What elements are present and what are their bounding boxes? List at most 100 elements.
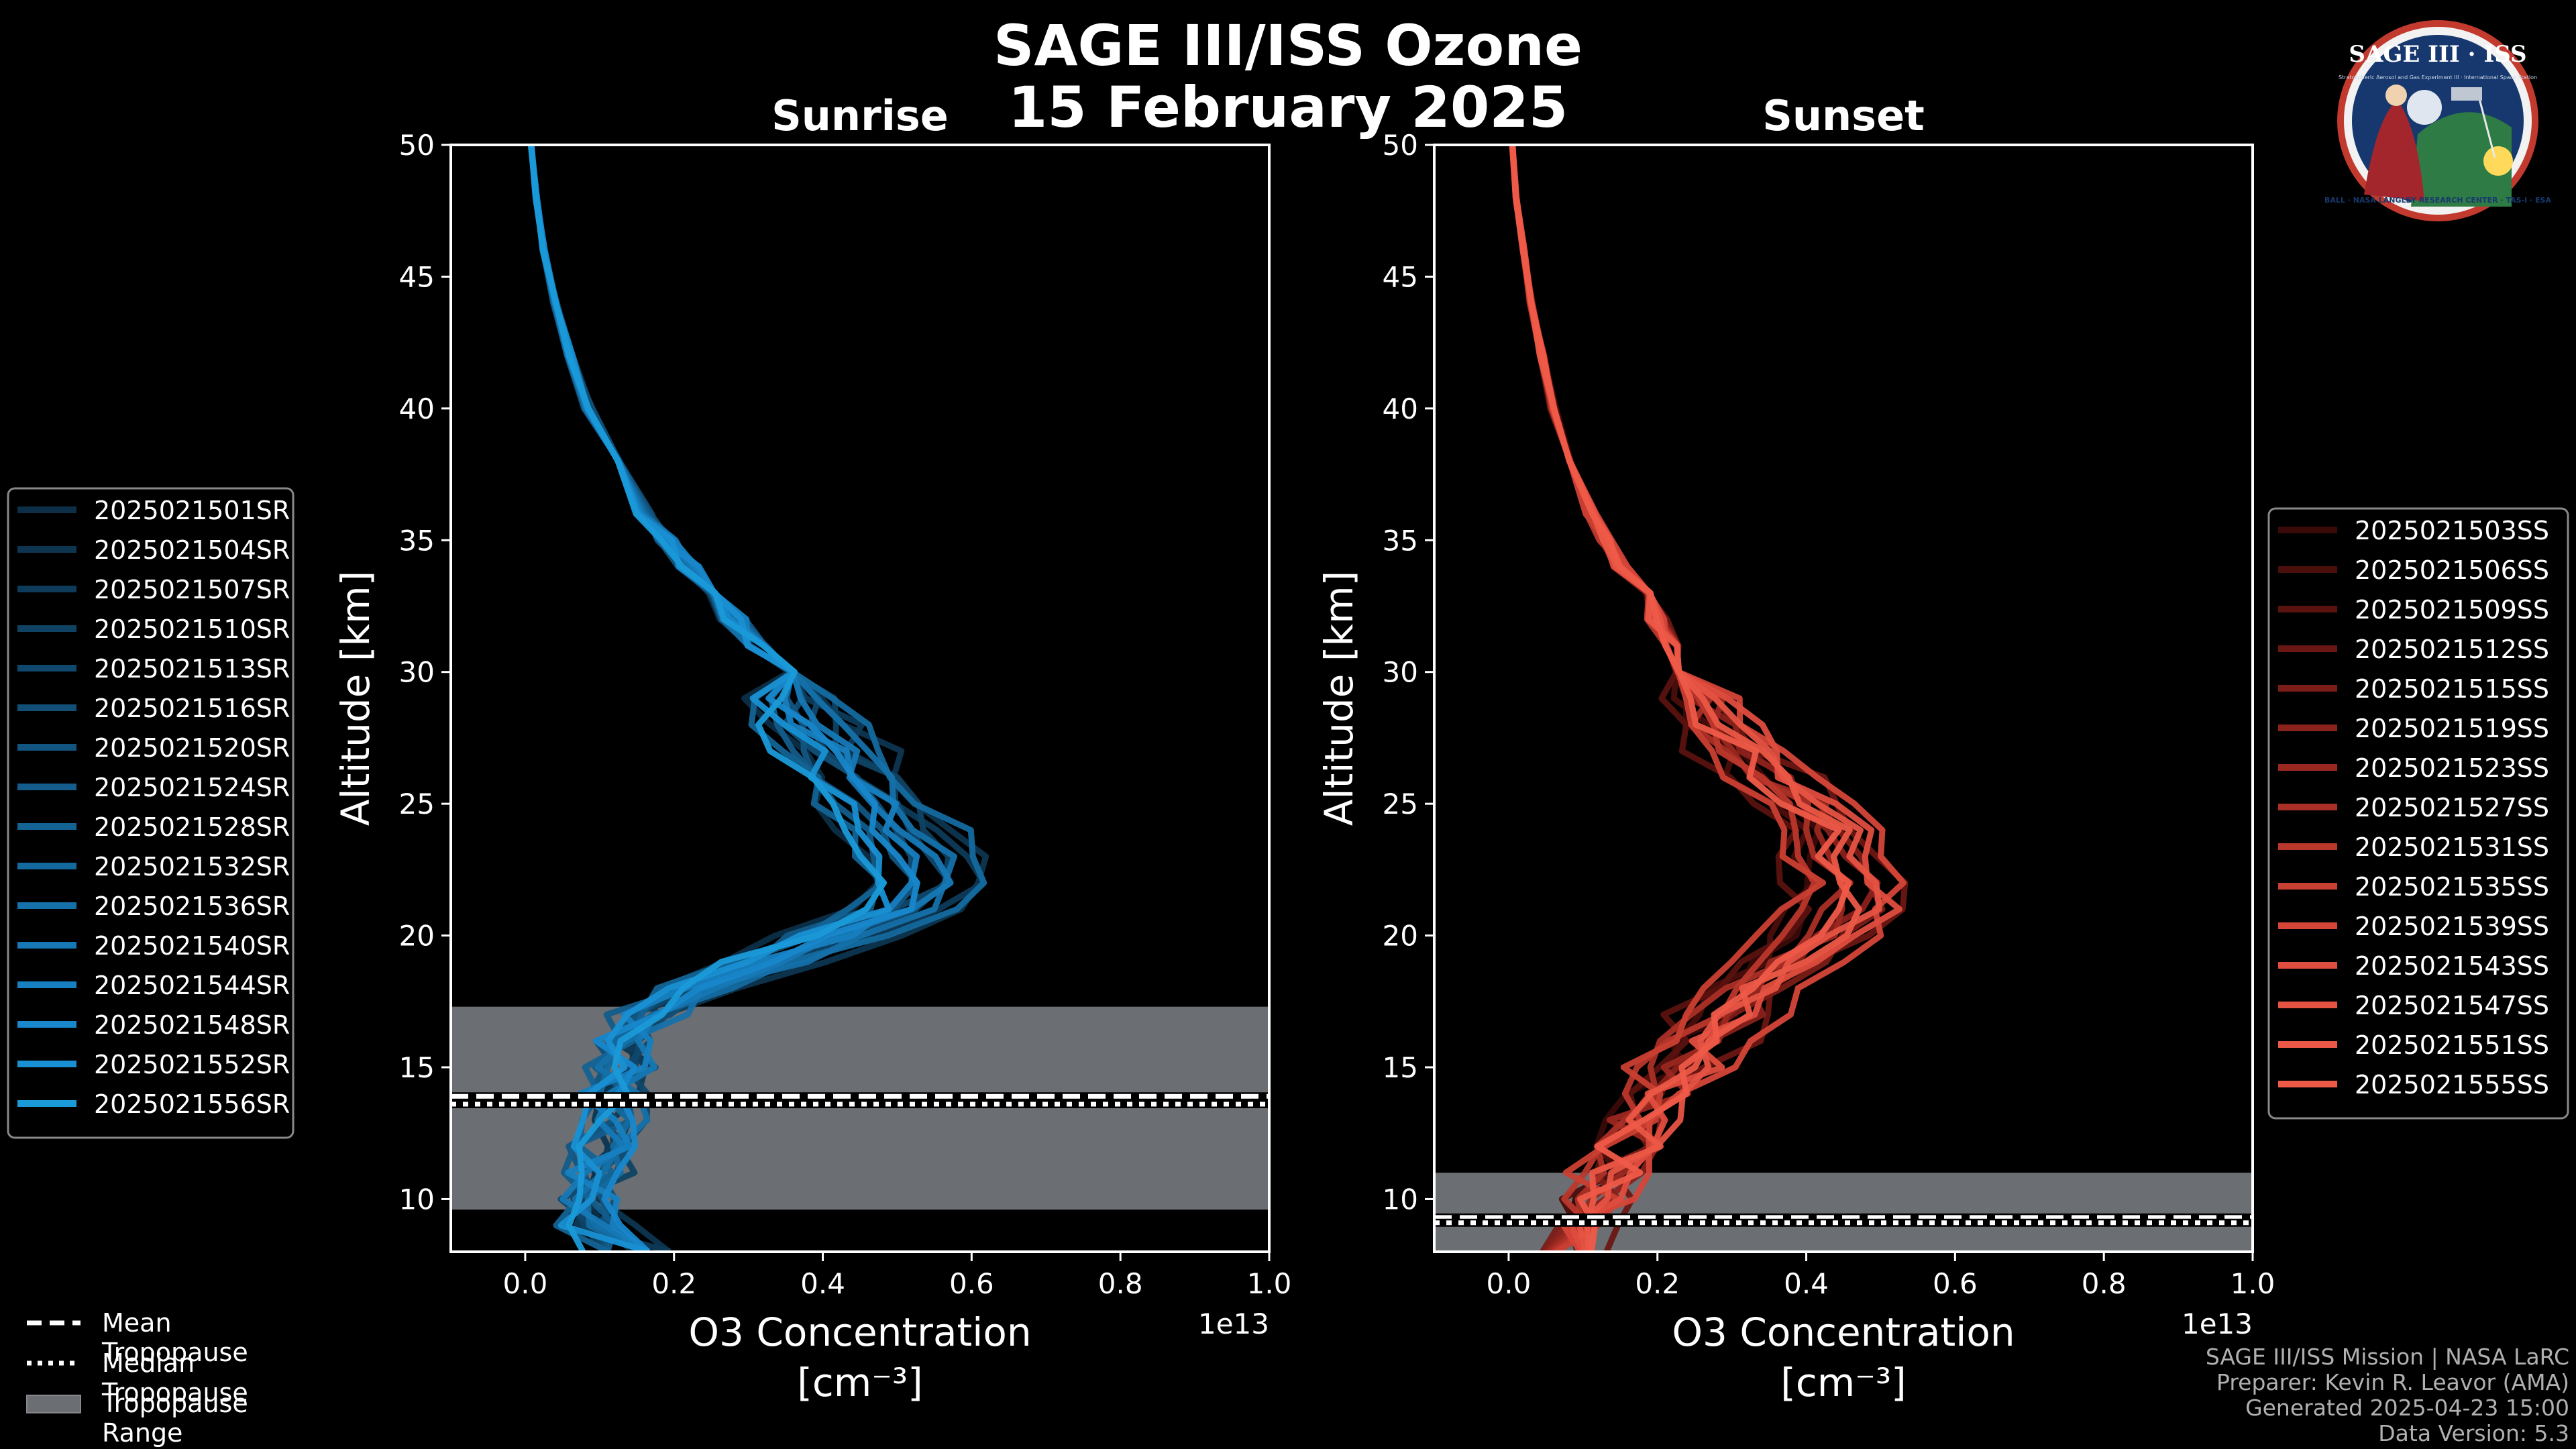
footer-line-4: Data Version: 5.3 — [2378, 1420, 2569, 1446]
profile-lines — [1509, 145, 1909, 1252]
y-tick-label: 30 — [399, 656, 435, 689]
gray-patch-icon — [26, 1395, 81, 1413]
legend-label: 2025021540SR — [94, 931, 290, 961]
panel-title: Sunrise — [771, 91, 949, 140]
x-tick-label: 0.4 — [1784, 1267, 1829, 1300]
dashed-line-icon — [27, 1320, 80, 1326]
y-tick-label: 15 — [1383, 1051, 1418, 1084]
legend-label: 2025021531SS — [2355, 833, 2549, 862]
x-axis-label: O3 Concentration — [1672, 1309, 2015, 1355]
title-line-1: SAGE III/ISS Ozone — [993, 13, 1583, 78]
sunrise-panel: 0.0 0.2 0.4 0.6 0.8 1.0 1e13 10 15 20 25 30 35 40 45 50… — [333, 91, 1291, 1405]
footer-credits: SAGE III/ISS Mission | NASA LaRC Prepare… — [2206, 1344, 2569, 1446]
legend-label: 2025021543SS — [2355, 951, 2549, 981]
y-tick-label: 25 — [1383, 788, 1418, 820]
x-axis-units: [cm⁻³] — [1780, 1360, 1907, 1405]
legend-label: 2025021501SR — [94, 496, 290, 525]
dotted-line-icon — [27, 1360, 80, 1366]
x-tick-label: 0.8 — [1098, 1267, 1143, 1300]
y-tick-label: 45 — [399, 260, 435, 293]
legend-label: 2025021509SS — [2355, 595, 2549, 625]
axes-frame — [449, 144, 1271, 1253]
y-tick-label: 40 — [399, 392, 435, 425]
legend-label: 2025021535SS — [2355, 872, 2549, 902]
x-axis-units: [cm⁻³] — [797, 1360, 923, 1405]
main-title: SAGE III/ISS Ozone 15 February 2025 — [0, 15, 2576, 138]
legend-label: 2025021544SR — [94, 971, 290, 1000]
x-tick-label: 1.0 — [2231, 1267, 2275, 1300]
y-tick-label: 35 — [1383, 524, 1418, 557]
legend-label: 2025021528SR — [94, 812, 290, 842]
legend-label: 2025021512SS — [2355, 635, 2549, 664]
legend-label: Mean Tropopause — [102, 1308, 248, 1367]
footer-line-1: SAGE III/ISS Mission | NASA LaRC — [2205, 1344, 2569, 1370]
legend-label: 2025021548SR — [94, 1010, 290, 1040]
x-tick-label: 0.0 — [1487, 1267, 1532, 1300]
legend-label: 2025021556SR — [94, 1089, 290, 1119]
logo-subtitle: Stratospheric Aerosol and Gas Experiment… — [2339, 74, 2537, 80]
legend-label: 2025021519SS — [2355, 714, 2549, 743]
y-tick-label: 45 — [1383, 260, 1418, 293]
profile-2025021555SS — [1509, 145, 1852, 1252]
y-tick-label: 10 — [399, 1183, 435, 1216]
sunset-panel: 0.0 0.2 0.4 0.6 0.8 1.0 1e13 10 15 20 25 30 35 40 45 50… — [1316, 91, 2275, 1405]
legend-label: 2025021506SS — [2355, 555, 2549, 585]
y-tick-label: 35 — [399, 524, 435, 557]
y-tick-label: 50 — [1383, 129, 1418, 162]
legend-frame — [2267, 507, 2569, 1120]
y-tick-label: 20 — [1383, 920, 1418, 953]
legend-label: 2025021524SR — [94, 773, 290, 802]
legend-label: 2025021527SS — [2355, 793, 2549, 822]
x-scale-label: 1e13 — [1198, 1307, 1269, 1340]
y-tick-label: 15 — [399, 1051, 435, 1084]
x-tick-label: 0.6 — [949, 1267, 994, 1300]
x-tick-label: 1.0 — [1247, 1267, 1292, 1300]
legend-label: 2025021555SS — [2355, 1070, 2549, 1099]
legend-label: 2025021513SR — [94, 654, 290, 684]
legend-label: 2025021504SR — [94, 535, 290, 565]
legend-label: 2025021536SR — [94, 892, 290, 921]
legend-label: 2025021510SR — [94, 614, 290, 644]
x-scale-label: 1e13 — [2182, 1307, 2253, 1340]
legend-label: 2025021507SR — [94, 575, 290, 604]
y-tick-label: 20 — [399, 920, 435, 953]
panel-title: Sunset — [1762, 91, 1925, 140]
x-tick-label: 0.2 — [651, 1267, 696, 1300]
x-tick-label: 0.6 — [1933, 1267, 1978, 1300]
axes-frame — [1433, 144, 2254, 1253]
y-tick-label: 40 — [1383, 392, 1418, 425]
footer-line-2: Preparer: Kevin R. Leavor (AMA) — [2216, 1369, 2569, 1395]
legend-label: 2025021532SR — [94, 852, 290, 881]
legend-label: 2025021551SS — [2355, 1030, 2549, 1060]
x-tick-label: 0.0 — [503, 1267, 548, 1300]
x-tick-label: 0.4 — [800, 1267, 845, 1300]
y-tick-label: 30 — [1383, 656, 1418, 689]
legend-label: Tropopause Range — [102, 1389, 248, 1448]
y-axis-label: Altitude [km] — [1316, 571, 1362, 826]
legend-label: 2025021503SS — [2355, 516, 2549, 545]
logo-text: SAGE III · ISS — [2349, 41, 2526, 68]
y-tick-label: 50 — [399, 129, 435, 162]
title-line-2: 15 February 2025 — [1008, 74, 1568, 140]
legend-label: 2025021523SS — [2355, 753, 2549, 783]
sage-logo: SAGE III · ISS Stratospheric Aerosol and… — [2324, 20, 2551, 221]
sunset-legend: 2025021503SS 2025021506SS 2025021509SS 2025… — [2267, 507, 2569, 1120]
sunrise-legend: 2025021501SR 2025021504SR 2025021507SR 2025… — [7, 487, 294, 1139]
y-tick-label: 25 — [399, 788, 435, 820]
legend-label: 2025021520SR — [94, 733, 290, 763]
legend-label: 2025021552SR — [94, 1050, 290, 1079]
legend-label: 2025021515SS — [2355, 674, 2549, 704]
legend-label: 2025021547SS — [2355, 991, 2549, 1020]
legend-label: 2025021539SS — [2355, 912, 2549, 941]
x-tick-label: 0.8 — [2082, 1267, 2127, 1300]
footer-line-3: Generated 2025-04-23 15:00 — [2245, 1395, 2569, 1421]
legend-frame — [7, 487, 294, 1139]
y-axis-label: Altitude [km] — [333, 571, 378, 826]
y-tick-label: 10 — [1383, 1183, 1418, 1216]
x-axis-label: O3 Concentration — [688, 1309, 1031, 1355]
logo-ring-text: BALL · NASA LANGLEY RESEARCH CENTER · TA… — [2324, 196, 2551, 205]
x-tick-label: 0.2 — [1635, 1267, 1680, 1300]
legend-label: 2025021516SR — [94, 694, 290, 723]
legend-label: Median Tropopause — [102, 1348, 248, 1407]
